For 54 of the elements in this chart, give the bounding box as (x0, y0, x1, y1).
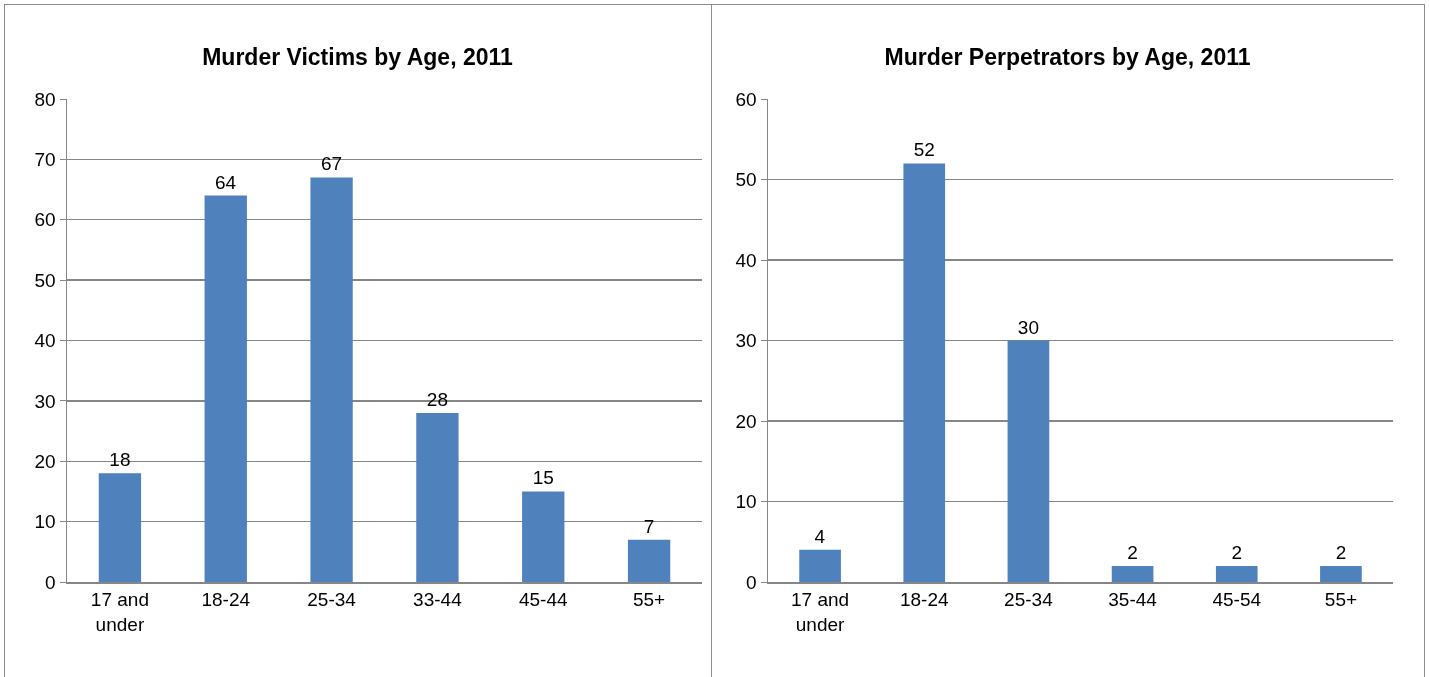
bar (799, 549, 841, 582)
x-tick-label: 55+ (1324, 589, 1358, 611)
y-tick-label: 50 (735, 169, 757, 191)
y-tick-label: 20 (34, 450, 56, 472)
bar (310, 177, 353, 582)
y-tick-label: 0 (746, 571, 757, 593)
data-label: 64 (214, 171, 237, 193)
bar (522, 491, 565, 582)
bar (204, 195, 247, 582)
bar (98, 473, 142, 582)
x-tick-label: 17 and under (90, 589, 149, 635)
chart-title: Murder Victims by Age, 2011 (202, 43, 514, 70)
x-tick-label: 18-24 (899, 589, 949, 611)
bar (1111, 565, 1154, 582)
data-label: 67 (321, 153, 343, 175)
y-tick-label: 30 (735, 330, 757, 352)
data-label: 7 (643, 515, 655, 537)
y-tick-label: 10 (34, 511, 56, 533)
x-tick-label: 18-24 (201, 589, 251, 611)
y-tick-label: 40 (34, 330, 56, 352)
chart-title: Murder Perpetrators by Age, 2011 (884, 43, 1251, 70)
x-tick-label: 45-54 (1212, 589, 1262, 611)
data-label: 30 (1017, 316, 1039, 338)
y-tick-label: 30 (34, 390, 56, 412)
x-tick-label: 35-44 (1108, 589, 1158, 611)
y-tick-label: 20 (735, 410, 757, 432)
data-label: 2 (1231, 541, 1243, 563)
y-tick-label: 50 (34, 269, 56, 291)
x-tick-label: 55+ (632, 589, 666, 611)
data-label: 2 (1127, 541, 1138, 563)
x-tick-label: 33-44 (413, 589, 463, 611)
bar (627, 539, 671, 582)
data-label: 4 (814, 525, 826, 547)
x-tick-label: 25-34 (307, 589, 357, 611)
x-tick-label: 25-34 (1004, 589, 1054, 611)
data-label: 18 (109, 449, 131, 471)
data-label: 28 (426, 388, 448, 410)
y-tick-label: 60 (735, 88, 757, 110)
bar (903, 163, 946, 582)
bar (1215, 565, 1258, 582)
x-tick-label: 17 and under (791, 589, 850, 635)
data-label: 15 (532, 467, 554, 489)
y-tick-label: 0 (45, 571, 56, 593)
y-tick-label: 70 (34, 149, 56, 171)
data-label: 52 (913, 139, 935, 161)
y-tick-label: 80 (34, 88, 56, 110)
y-tick-label: 40 (735, 249, 757, 271)
x-tick-label: 45-44 (518, 589, 568, 611)
data-label: 2 (1335, 541, 1347, 563)
bar (1320, 565, 1362, 582)
bar (1007, 340, 1050, 582)
y-tick-label: 10 (735, 491, 757, 513)
y-tick-label: 60 (34, 209, 56, 231)
bar (416, 412, 459, 582)
